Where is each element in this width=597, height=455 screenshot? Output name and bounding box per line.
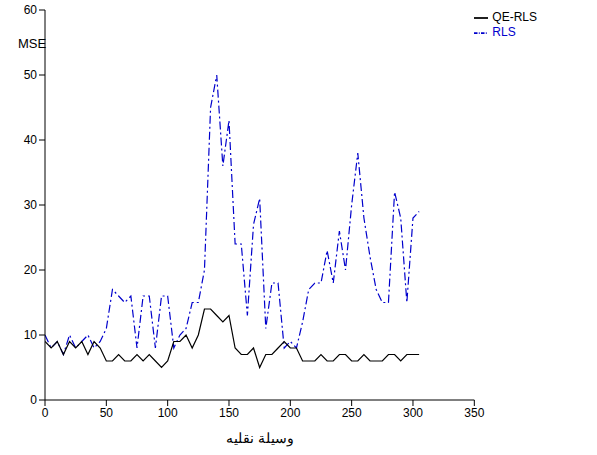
svg-text:50: 50 xyxy=(100,406,114,420)
svg-text:10: 10 xyxy=(24,328,38,342)
svg-text:200: 200 xyxy=(280,406,300,420)
svg-text:300: 300 xyxy=(403,406,423,420)
svg-text:150: 150 xyxy=(219,406,239,420)
svg-text:وسیلة نقلیه: وسیلة نقلیه xyxy=(226,430,294,447)
html-text:MSE: MSE xyxy=(18,36,47,51)
html-text:QE-RLS: QE-RLS xyxy=(492,10,537,24)
svg-text:50: 50 xyxy=(24,68,38,82)
svg-text:250: 250 xyxy=(342,406,362,420)
svg-text:20: 20 xyxy=(24,263,38,277)
svg-text:350: 350 xyxy=(464,406,484,420)
svg-text:40: 40 xyxy=(24,133,38,147)
svg-text:30: 30 xyxy=(24,198,38,212)
svg-text:0: 0 xyxy=(30,393,37,407)
svg-text:0: 0 xyxy=(42,406,49,420)
html-text:RLS: RLS xyxy=(492,24,516,39)
svg-text:60: 60 xyxy=(24,3,38,17)
svg-text:100: 100 xyxy=(158,406,178,420)
